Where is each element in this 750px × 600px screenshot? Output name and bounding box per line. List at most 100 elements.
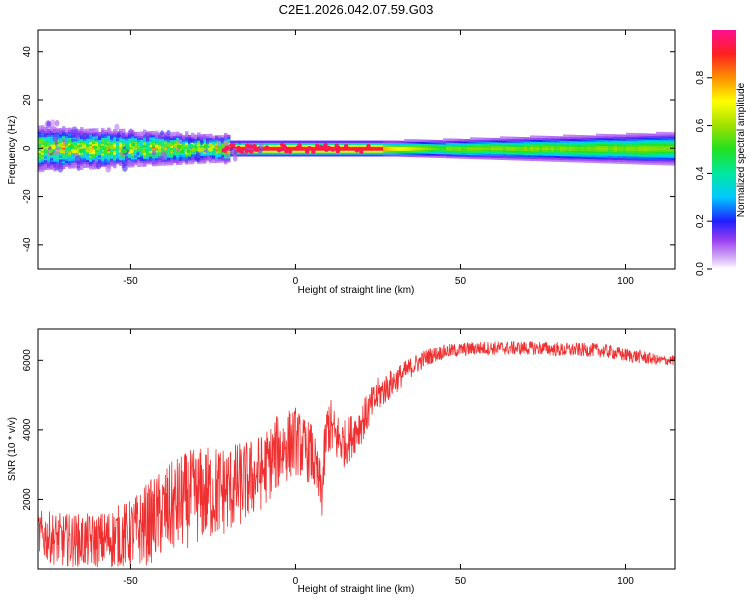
spectrogram-cell xyxy=(374,146,378,149)
spectrogram-peak xyxy=(287,149,293,154)
spectrogram-cell xyxy=(635,146,639,149)
spectrogram-cell xyxy=(605,143,609,147)
spectrogram-cell xyxy=(647,145,651,148)
spectrogram-cell xyxy=(440,149,444,153)
spectrogram-peak xyxy=(239,149,244,154)
spectrogram-cell xyxy=(452,144,456,147)
spectrogram-cell xyxy=(71,164,75,167)
spectrogram-cell xyxy=(476,145,480,148)
spectrogram-cell xyxy=(227,159,231,163)
spectrogram-cell xyxy=(422,153,426,156)
spectrogram-cell xyxy=(668,159,672,162)
spectrogram-cell xyxy=(116,148,120,151)
spectrogram-cell xyxy=(470,156,474,160)
spectrogram-cell xyxy=(473,148,477,152)
spectrogram-cell xyxy=(314,154,318,157)
spectrogram-cell xyxy=(143,162,147,165)
spectrogram-cell xyxy=(647,156,651,160)
spectrogram-cell xyxy=(518,156,522,159)
spectrogram-cell xyxy=(464,148,468,152)
spectrogram-cell xyxy=(287,140,291,143)
spectrogram-cell xyxy=(368,154,372,157)
spectrogram-cell xyxy=(104,154,108,158)
spectrogram-cell xyxy=(623,157,627,161)
spectrogram-cell xyxy=(152,146,156,149)
spectrogram-cell xyxy=(65,135,69,138)
spectrogram-cell xyxy=(665,147,669,150)
spectrogram-cell xyxy=(602,160,606,164)
spectrogram-cell xyxy=(131,134,135,137)
spectrogram-cell xyxy=(662,137,666,141)
spectrogram-cell xyxy=(512,156,516,159)
spectrogram-cell xyxy=(632,156,636,159)
spectrogram-cell xyxy=(131,147,135,150)
spectrogram-cell xyxy=(458,150,462,153)
spectrogram-cell xyxy=(440,140,444,143)
spectrogram-peak xyxy=(305,149,310,154)
spectrogram-cell xyxy=(536,151,540,154)
spectrogram-cell xyxy=(164,132,168,135)
spectrogram-cell xyxy=(80,134,84,138)
spectrogram-cell xyxy=(641,139,645,142)
spectrogram-cell xyxy=(302,146,306,149)
spectrogram-cell xyxy=(206,133,210,137)
spectrogram-cell xyxy=(62,158,66,162)
spectrogram-cell xyxy=(590,147,594,150)
spectrogram-cell xyxy=(599,151,603,154)
spectrogram-cell xyxy=(671,134,675,137)
spectrogram-cell xyxy=(425,141,429,145)
spectrogram-cell xyxy=(83,157,87,161)
spectrogram-cell xyxy=(584,154,588,157)
spectrogram-cell xyxy=(506,150,510,153)
spectrogram-cell xyxy=(656,160,660,164)
spectrogram-cell xyxy=(536,149,540,152)
spectrogram-cell xyxy=(668,153,672,156)
spectrogram-cell xyxy=(632,142,636,146)
spectrogram-cell xyxy=(392,148,396,151)
spectrogram-cell xyxy=(227,150,231,153)
spectrogram-cell xyxy=(626,140,630,143)
spectrogram-cell xyxy=(650,133,654,136)
spectrogram-cell xyxy=(356,152,360,155)
spectrogram-cell xyxy=(509,138,513,141)
spectrogram-cell xyxy=(485,157,489,160)
spectrogram-cell xyxy=(92,134,96,137)
spectrogram-cell xyxy=(581,135,585,138)
spectrogram-cell xyxy=(584,152,588,156)
spectrogram-cell xyxy=(272,154,276,157)
spectrogram-cell xyxy=(578,142,582,146)
spectrogram-cell xyxy=(143,143,147,146)
spectrogram-cell xyxy=(392,154,396,157)
spectrogram-cell xyxy=(611,159,615,162)
spectrogram-cell xyxy=(587,148,591,152)
spectrogram-cell xyxy=(422,145,426,148)
spectrogram-cell xyxy=(107,150,111,154)
spectrogram-cell xyxy=(659,160,663,164)
spectrogram-cell xyxy=(170,131,174,135)
spectrogram-cell xyxy=(83,130,87,134)
spectrogram-peak xyxy=(335,149,340,154)
spectrogram-cell xyxy=(518,142,522,146)
spectrogram-cell xyxy=(521,142,525,146)
spectrogram-speckle xyxy=(166,129,171,136)
spectrogram-cell xyxy=(581,142,585,146)
spectrogram-cell xyxy=(659,155,663,158)
spectrogram-cell xyxy=(371,154,375,157)
spectrogram-cell xyxy=(395,142,399,145)
spectrogram-cell xyxy=(38,156,42,159)
spectrogram-cell xyxy=(536,145,540,148)
spectrogram-cell xyxy=(665,132,669,135)
spectrogram-cell xyxy=(590,154,594,158)
spectrogram-cell xyxy=(386,150,390,153)
spectrogram-cell xyxy=(590,150,594,154)
spectrogram-cell xyxy=(671,145,675,149)
spectrogram-cell xyxy=(347,154,351,157)
spectrogram-cell xyxy=(593,149,597,152)
spectrogram-cell xyxy=(452,150,456,153)
spectrogram-cell xyxy=(455,140,459,144)
spectrogram-peak xyxy=(224,145,229,150)
spectrogram-cell xyxy=(485,147,489,150)
spectrogram-cell xyxy=(587,158,591,161)
spectrogram-cell xyxy=(521,158,525,161)
spectrogram-cell xyxy=(215,158,219,161)
